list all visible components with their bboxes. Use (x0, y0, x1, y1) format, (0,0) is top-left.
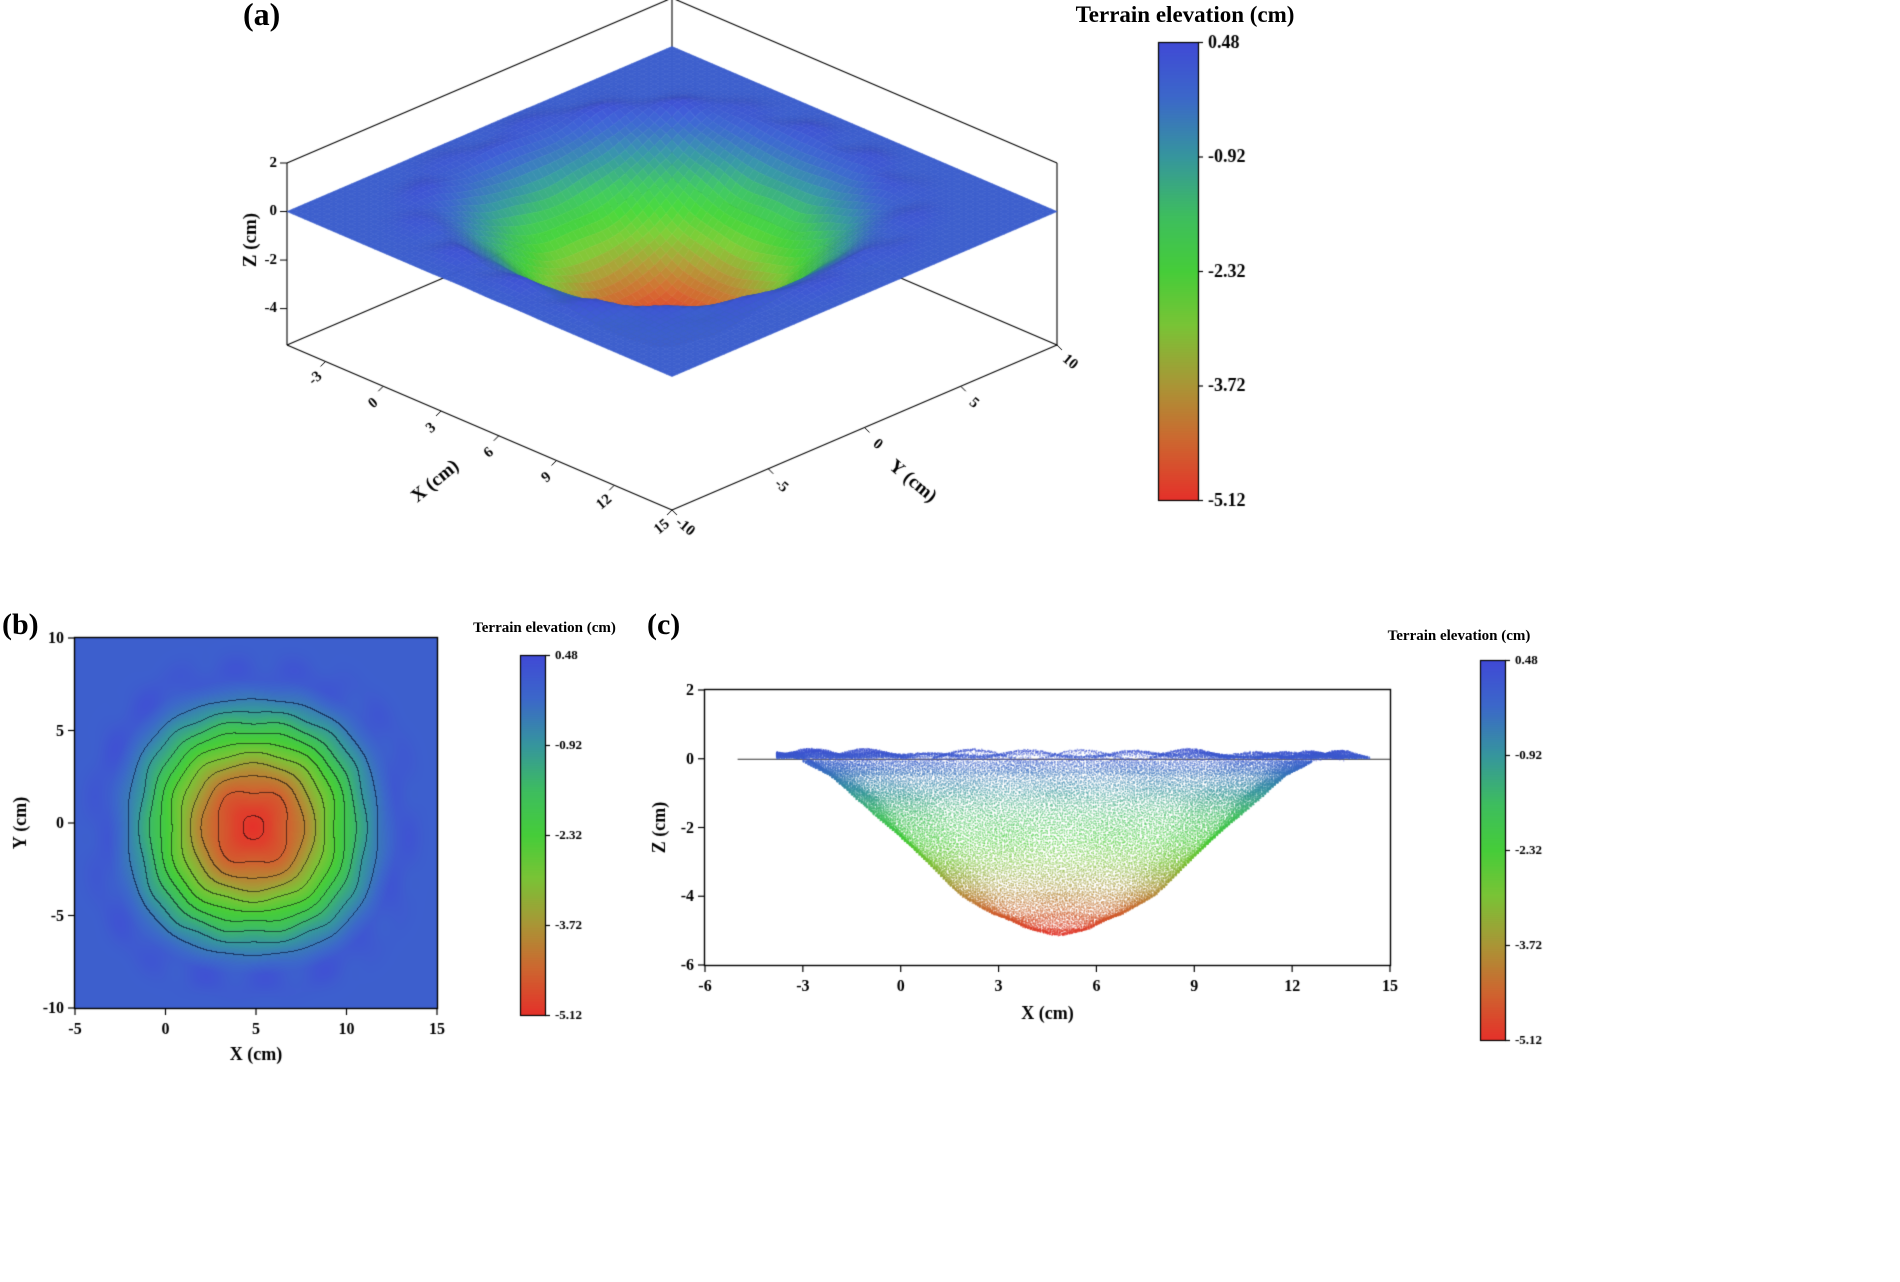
colorbar-a-canvas (1100, 28, 1340, 528)
profile-plot-canvas (650, 625, 1450, 1065)
colorbar-c-canvas (1445, 636, 1625, 1066)
surface-3d-plot-canvas (225, 0, 1105, 600)
contour-plot-canvas (10, 610, 510, 1080)
colorbar-b-canvas (495, 628, 665, 1038)
colorbar-title-a: Terrain elevation (cm) (1075, 2, 1295, 27)
